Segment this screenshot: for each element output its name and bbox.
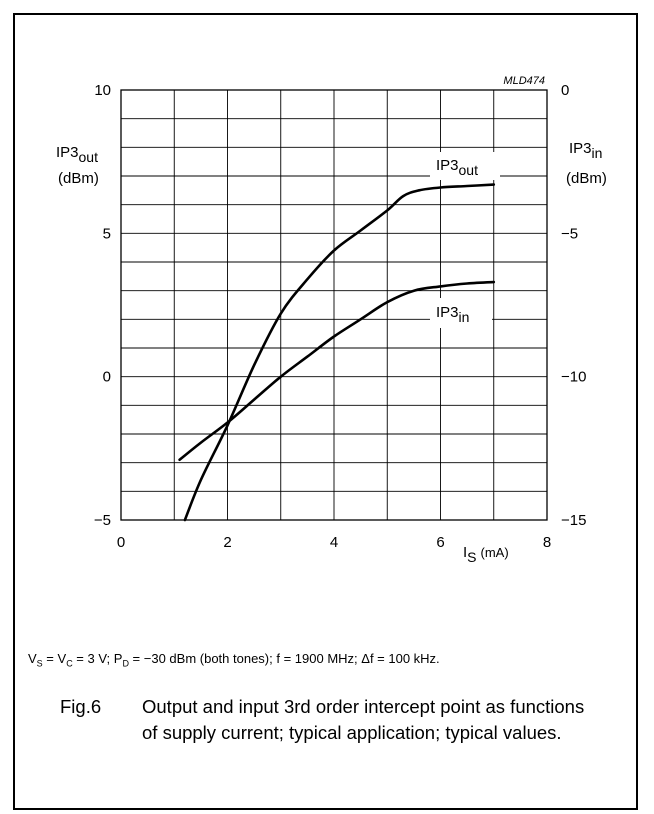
- y-left-axis-label: IP3out: [56, 144, 98, 165]
- series-line-ip3in: [178, 280, 496, 462]
- y-right-tick-label: −10: [561, 369, 586, 386]
- test-conditions: VS = VC = 3 V; PD = −30 dBm (both tones)…: [28, 651, 440, 669]
- y-right-tick-label: −5: [561, 225, 578, 242]
- figure-frame: [13, 13, 638, 810]
- y-right-tick-label: 0: [561, 82, 569, 99]
- y-right-axis-label: IP3in: [569, 140, 602, 161]
- y-right-axis-unit: (dBm): [566, 170, 607, 187]
- series-layer: [178, 183, 496, 522]
- series-label-ip3in: IP3in: [436, 304, 469, 325]
- y-left-tick-label: 5: [103, 225, 111, 242]
- y-left-tick-label: 10: [94, 82, 111, 99]
- figure-caption: Fig.6 Output and input 3rd order interce…: [60, 694, 600, 746]
- x-tick-label: 2: [223, 534, 231, 551]
- series-line-ip3out: [183, 183, 496, 522]
- x-tick-label: 8: [543, 534, 551, 551]
- series-label-bg-ip3in: [430, 298, 492, 328]
- figure-caption-text: Output and input 3rd order intercept poi…: [142, 696, 585, 743]
- y-left-axis-unit: (dBm): [58, 170, 99, 187]
- figure-number: Fig.6: [60, 696, 102, 717]
- y-left-tick-label: 0: [103, 369, 111, 386]
- x-tick-label: 6: [436, 534, 444, 551]
- chart-code: MLD474: [503, 75, 545, 87]
- series-label-bg-ip3out: [430, 152, 500, 180]
- plot-area-border: [120, 89, 548, 521]
- x-tick-label: 4: [330, 534, 338, 551]
- grid: [121, 90, 547, 520]
- y-right-tick-label: −15: [561, 512, 586, 529]
- series-label-ip3out: IP3out: [436, 157, 478, 178]
- tick-labels: 0 2 4 6 8 10 5 0 −5 0 −5 −10 −15: [94, 82, 587, 551]
- x-axis-label: IS (mA): [463, 544, 509, 565]
- x-tick-label: 0: [117, 534, 125, 551]
- y-left-tick-label: −5: [94, 512, 111, 529]
- chart: 0 2 4 6 8 10 5 0 −5 0 −5 −10 −15 MLD474 IP3out (dBm)…: [56, 75, 607, 565]
